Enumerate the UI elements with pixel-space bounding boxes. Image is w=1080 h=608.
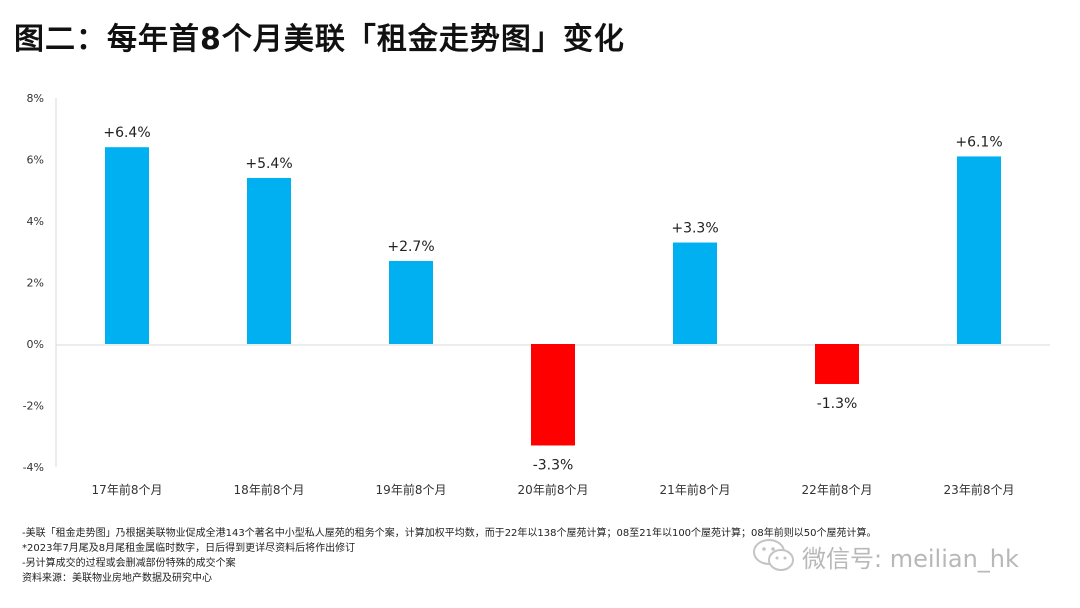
x-tick-label-4: 20年前8个月 <box>518 482 589 497</box>
x-tick-label-2: 18年前8个月 <box>234 482 305 497</box>
data-label-1: +6.4% <box>103 125 150 141</box>
data-label-7: +6.1% <box>955 134 1002 150</box>
y-tick-label: 0% <box>27 338 44 351</box>
bar-chart: 8% 6% 4% 2% 0% -2% -4% +6.4% +5.4% +2.7% -3.3% +3.… <box>23 92 1050 497</box>
y-tick-label: 6% <box>27 154 44 167</box>
footnote-3: -另计算成交的过程或会删减部份特殊的成交个案 <box>22 558 236 569</box>
data-label-4: -3.3% <box>533 457 574 473</box>
y-tick-label: -4% <box>23 461 44 474</box>
bar-7 <box>957 156 1001 344</box>
x-tick-label-7: 23年前8个月 <box>944 482 1015 497</box>
watermark-text: 微信号: meilian_hk <box>802 544 1019 573</box>
data-label-3: +2.7% <box>387 239 434 255</box>
x-tick-label-1: 17年前8个月 <box>92 482 163 497</box>
bar-2 <box>247 177 291 344</box>
data-label-2: +5.4% <box>245 156 292 172</box>
bar-4 <box>531 344 575 446</box>
wechat-icon <box>753 539 794 571</box>
x-tick-label-6: 22年前8个月 <box>802 482 873 497</box>
data-label-5: +3.3% <box>671 221 718 237</box>
footnote-source: 资料来源：美联物业房地产数据及研究中心 <box>22 573 212 584</box>
footnotes: -美联「租金走势图」乃根据美联物业促成全港143个著名中小型私人屋苑的租务个案，… <box>22 526 877 586</box>
y-tick-label: 2% <box>27 277 44 290</box>
bar-1 <box>105 147 149 344</box>
y-tick-label: -2% <box>23 400 44 413</box>
bar-6 <box>815 344 859 384</box>
page-title: 图二：每年首8个月美联「租金走势图」变化 <box>14 22 625 57</box>
bar-3 <box>389 260 433 344</box>
bar-5 <box>673 242 717 344</box>
y-tick-label: 8% <box>27 92 44 105</box>
footnote-1: -美联「租金走势图」乃根据美联物业促成全港143个著名中小型私人屋苑的租务个案，… <box>22 528 877 539</box>
x-tick-label-5: 21年前8个月 <box>660 482 731 497</box>
watermark: 微信号: meilian_hk <box>752 538 1019 574</box>
x-tick-label-3: 19年前8个月 <box>376 482 447 497</box>
footnote-2: *2023年7月尾及8月尾租金属临时数字，日后得到更详尽资料后将作出修订 <box>22 543 356 554</box>
y-tick-label: 4% <box>27 215 44 228</box>
data-label-6: -1.3% <box>817 396 858 412</box>
